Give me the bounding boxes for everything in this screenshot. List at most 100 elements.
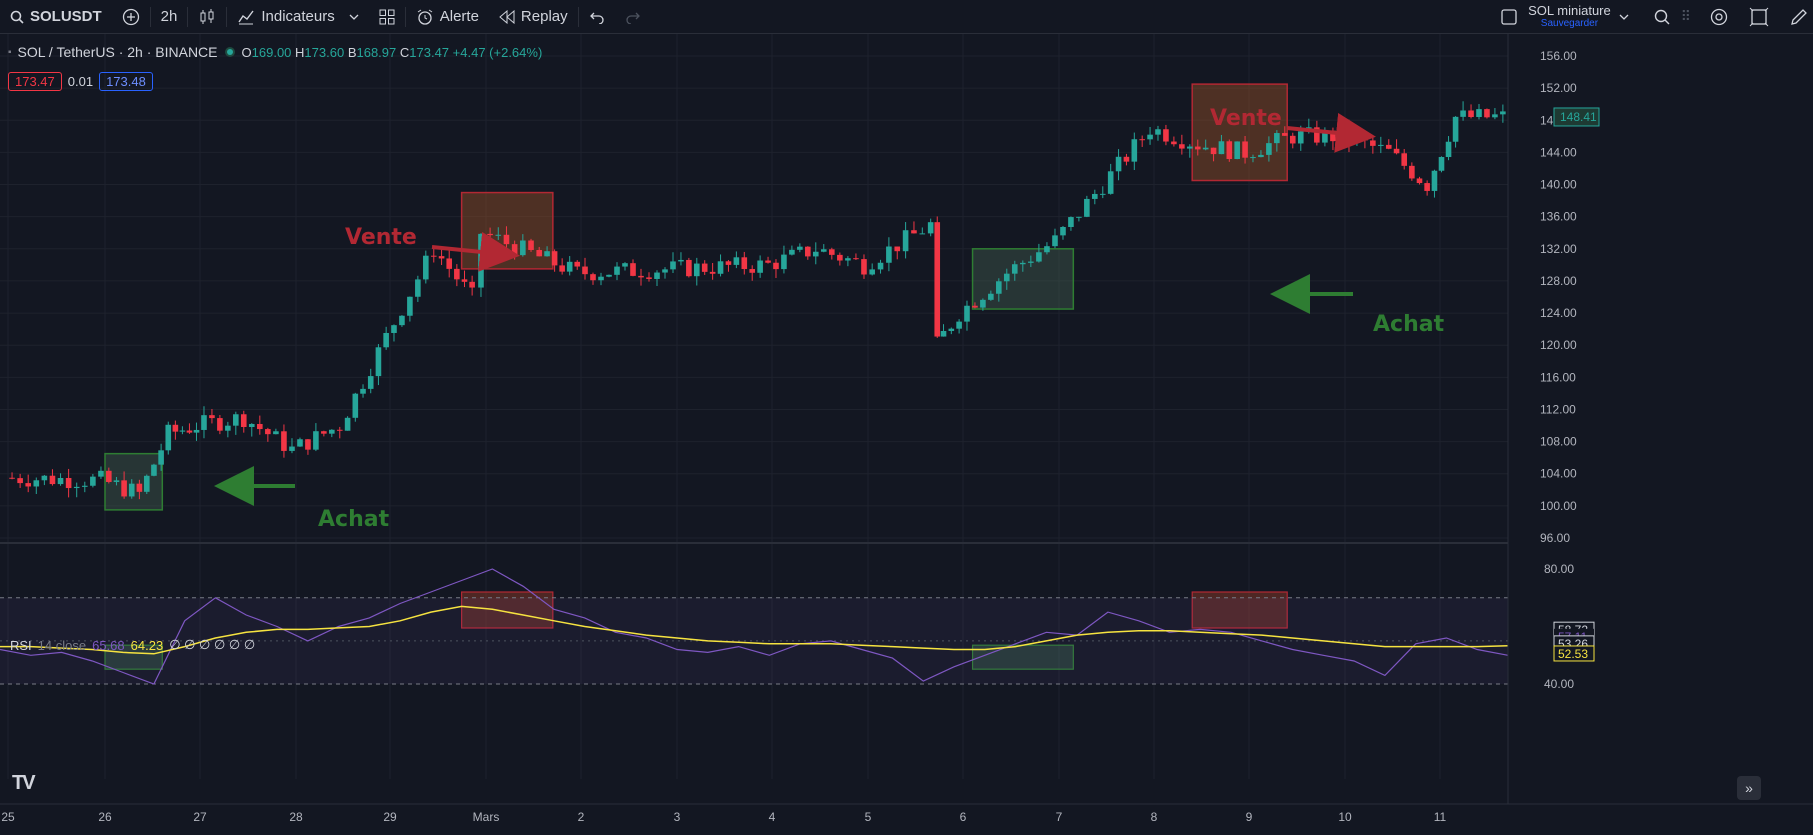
redo-button[interactable] <box>615 0 651 33</box>
indicators-button[interactable]: Indicateurs <box>227 0 368 33</box>
price-chart[interactable]: 156.00152.00148.00144.00140.00136.00132.… <box>0 34 1813 835</box>
candle-up <box>662 269 668 273</box>
candle-down <box>749 269 756 273</box>
candle-up <box>988 293 994 300</box>
candle-up <box>869 269 875 275</box>
candle-up <box>1431 170 1438 191</box>
chevron-down-icon[interactable] <box>1619 14 1629 20</box>
candle-up <box>478 233 484 288</box>
candle-up <box>1476 109 1482 118</box>
settings-button[interactable] <box>1699 0 1739 33</box>
buy-price-badge[interactable]: 173.48 <box>99 72 153 91</box>
divider <box>187 6 189 27</box>
alert-button[interactable]: Alerte <box>406 0 489 33</box>
time-tick-label: 4 <box>769 810 776 824</box>
candle-down <box>1468 110 1474 118</box>
sell-label: Vente <box>345 225 417 250</box>
compare-button[interactable] <box>112 0 150 33</box>
bid-ask: 173.47 0.01 173.48 <box>8 72 153 91</box>
candle-down <box>559 265 565 272</box>
candle-up <box>948 328 955 331</box>
divider <box>404 6 406 27</box>
candle-up <box>544 251 550 257</box>
candle-down <box>630 263 636 276</box>
candle-up <box>1274 133 1280 144</box>
layout-name[interactable]: SOL miniature Sauvegarder <box>1528 4 1611 30</box>
candle-up <box>598 276 604 281</box>
candle-down <box>972 305 978 308</box>
candle-up <box>1044 246 1050 253</box>
collapse-icon[interactable]: ▪ <box>8 46 12 58</box>
candle-down <box>487 233 493 236</box>
scroll-to-realtime-button[interactable]: » <box>1737 776 1761 800</box>
templates-button[interactable] <box>369 0 405 33</box>
candle-up <box>1011 264 1018 274</box>
candle-down <box>1226 141 1233 160</box>
candle-down <box>121 480 127 497</box>
candle-up <box>1147 134 1153 140</box>
candle-down <box>741 257 748 270</box>
sell-label: Vente <box>1210 106 1282 131</box>
candle-up <box>1218 141 1225 155</box>
chart-type-button[interactable] <box>188 0 226 33</box>
candle-up <box>329 429 335 434</box>
candle-up <box>1378 144 1384 146</box>
candle-up <box>352 393 359 418</box>
candle-up <box>1322 130 1328 143</box>
candle-down <box>281 431 287 451</box>
grid-icon <box>379 9 395 25</box>
fullscreen-icon <box>1749 7 1769 27</box>
candle-down <box>217 418 223 431</box>
candle-down <box>536 249 543 257</box>
candle-up <box>781 254 787 270</box>
candle-down <box>1194 146 1201 150</box>
candle-up <box>1052 235 1058 247</box>
replay-button[interactable]: Replay <box>489 0 578 33</box>
rsi-name[interactable]: RSI <box>10 637 32 653</box>
grid <box>0 34 1813 779</box>
last-price-badge <box>1553 107 1600 127</box>
candle-up <box>693 263 700 277</box>
undo-icon <box>589 10 605 24</box>
candles <box>9 101 1506 500</box>
candle-up <box>1155 129 1161 135</box>
time-tick-label: 2 <box>578 810 585 824</box>
layout-menu[interactable] <box>1490 0 1528 33</box>
candle-down <box>1282 133 1288 136</box>
drawing-button[interactable] <box>1779 0 1813 33</box>
candle-up <box>179 430 186 432</box>
candle-down <box>469 281 475 288</box>
last-price-label: 148.41 <box>1560 110 1597 124</box>
candle-up <box>622 263 628 267</box>
candle-up <box>399 315 405 326</box>
chevron-down-icon <box>349 14 359 20</box>
candle-down <box>551 251 558 266</box>
price-tick-label: 120.00 <box>1540 338 1577 352</box>
interval-label: 2h <box>160 8 178 25</box>
sell-price-badge[interactable]: 173.47 <box>8 72 62 91</box>
candle-up <box>289 446 295 451</box>
drag-handle-icon[interactable]: ⠿ <box>1680 8 1691 24</box>
candle-up <box>670 261 676 270</box>
rsi-empty-values: ∅ ∅ ∅ ∅ ∅ ∅ <box>169 637 256 652</box>
buy-label: Achat <box>1373 312 1445 337</box>
symbol-title[interactable]: SOL / TetherUS · 2h · BINANCE <box>17 44 218 60</box>
undo-button[interactable] <box>579 0 615 33</box>
candle-down <box>1210 147 1217 155</box>
quick-search-button[interactable] <box>1643 0 1681 33</box>
candle-down <box>17 478 23 484</box>
candle-up <box>678 259 684 262</box>
candle-up <box>1076 216 1082 218</box>
fullscreen-button[interactable] <box>1739 0 1779 33</box>
candle-down <box>305 439 311 450</box>
tradingview-logo[interactable]: TV <box>12 772 36 794</box>
candle-down <box>1163 129 1169 142</box>
candle-down <box>65 477 72 489</box>
candle-up <box>927 222 934 234</box>
candle-up <box>1234 141 1240 160</box>
candle-down <box>1123 156 1130 162</box>
candle-up <box>820 249 827 252</box>
candle-down <box>172 424 179 432</box>
interval-button[interactable]: 2h <box>151 0 188 33</box>
symbol-search[interactable]: SOLUSDT <box>0 0 112 33</box>
